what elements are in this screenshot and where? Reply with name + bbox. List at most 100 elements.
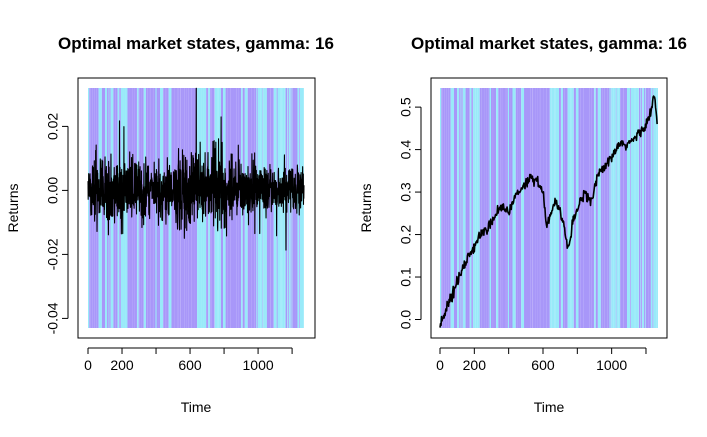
state-band	[270, 88, 274, 328]
state-band	[129, 88, 133, 328]
state-band	[115, 88, 118, 328]
y-tick-label: 0.5	[398, 97, 414, 117]
y-tick-label: 0.1	[398, 267, 414, 287]
state-band	[653, 88, 657, 328]
state-band	[145, 88, 148, 328]
state-band	[587, 88, 590, 328]
state-band	[214, 88, 215, 328]
state-band	[475, 88, 478, 328]
state-band	[262, 88, 264, 328]
chart-1-y-axis-label: Returns	[5, 183, 21, 232]
state-band	[155, 88, 157, 328]
state-band	[270, 88, 271, 328]
state-band	[89, 88, 91, 328]
state-band	[564, 88, 568, 328]
state-band	[277, 88, 281, 328]
state-band	[266, 88, 271, 328]
state-band	[652, 88, 654, 328]
state-band	[227, 88, 231, 328]
state-band	[611, 88, 614, 328]
state-band	[561, 88, 563, 328]
state-band	[241, 88, 243, 328]
state-band	[567, 88, 568, 328]
state-band	[524, 88, 527, 328]
chart-1-series	[87, 87, 305, 251]
state-band	[531, 88, 533, 328]
state-band	[297, 88, 300, 328]
chart-1-x-axis: 0 200 600 1000	[84, 347, 293, 373]
state-band	[287, 88, 288, 328]
state-band	[645, 88, 649, 328]
state-band	[633, 88, 635, 328]
state-band	[589, 88, 592, 328]
chart-panel-2: Optimal market states, gamma: 16 0 200 600…	[358, 34, 687, 415]
state-band	[479, 88, 482, 328]
state-band	[489, 88, 491, 328]
state-band	[171, 88, 175, 328]
x-tick-label: 600	[531, 357, 555, 373]
state-band	[507, 88, 510, 328]
y-tick-label: 0.4	[398, 140, 414, 160]
state-band	[442, 88, 445, 328]
state-band	[533, 88, 536, 328]
state-band	[609, 88, 611, 328]
state-band	[604, 88, 608, 328]
state-band	[473, 88, 476, 328]
state-band	[240, 88, 242, 328]
state-band	[597, 88, 601, 328]
state-band	[573, 88, 576, 328]
state-band	[591, 88, 594, 328]
state-band	[457, 88, 460, 328]
state-band	[593, 88, 595, 328]
chart-1-y-axis: -0.04 -0.02 0.00 0.02	[45, 113, 69, 334]
state-band	[486, 88, 489, 328]
state-band	[244, 88, 248, 328]
state-band	[441, 88, 443, 328]
state-band	[284, 88, 286, 328]
state-band	[562, 88, 565, 328]
state-band	[299, 88, 304, 328]
state-band	[472, 88, 474, 328]
state-band	[238, 88, 241, 328]
state-band	[481, 88, 485, 328]
state-band	[648, 88, 651, 328]
state-band	[460, 88, 462, 328]
x-tick-label: 1000	[596, 357, 627, 373]
chart-1-plot-frame	[77, 77, 316, 339]
state-band	[644, 88, 645, 328]
state-band	[444, 88, 447, 328]
state-band	[505, 88, 507, 328]
state-band	[257, 88, 259, 328]
state-band	[450, 88, 454, 328]
chart-2-y-axis-label: Returns	[358, 183, 374, 232]
state-band	[532, 88, 534, 328]
state-band	[214, 88, 218, 328]
state-band	[137, 88, 139, 328]
state-band	[206, 88, 208, 328]
state-band	[484, 88, 487, 328]
state-band	[280, 88, 282, 328]
state-band	[540, 88, 544, 328]
state-band	[532, 88, 533, 328]
state-band	[600, 88, 603, 328]
y-tick-label: 0.3	[398, 182, 414, 202]
state-band	[517, 88, 520, 328]
state-band	[101, 88, 106, 328]
state-band	[281, 88, 283, 328]
y-tick-label: -0.04	[45, 302, 61, 334]
state-band	[168, 88, 172, 328]
state-band	[256, 88, 258, 328]
x-tick-label: 200	[463, 357, 487, 373]
state-band	[627, 88, 630, 328]
state-band	[537, 88, 540, 328]
state-band	[634, 88, 636, 328]
state-band	[440, 88, 442, 328]
state-band	[163, 88, 166, 328]
state-band	[477, 88, 480, 328]
state-band	[152, 88, 154, 328]
state-band	[132, 88, 135, 328]
state-band	[471, 88, 473, 328]
state-band	[461, 88, 463, 328]
state-band	[610, 88, 612, 328]
state-band	[539, 88, 541, 328]
